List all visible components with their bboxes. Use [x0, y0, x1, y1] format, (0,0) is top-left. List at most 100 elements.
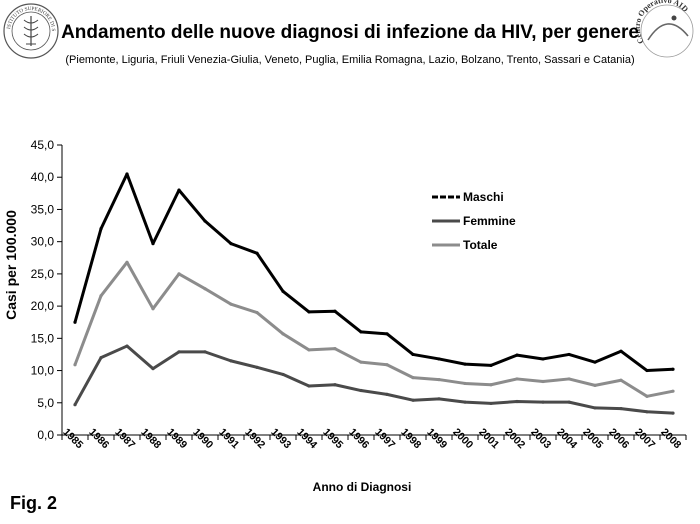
chart-title: Andamento delle nuove diagnosi di infezi… — [61, 22, 639, 43]
data-point-femmine — [229, 359, 233, 363]
data-point-femmine — [333, 383, 337, 387]
data-point-maschi — [645, 368, 649, 373]
data-point-totale — [515, 377, 519, 381]
data-point-femmine — [307, 384, 311, 388]
y-tick-label: 30,0 — [31, 235, 55, 249]
x-tick-label: 1994 — [294, 426, 319, 451]
data-point-femmine — [99, 356, 103, 360]
data-point-totale — [73, 363, 77, 367]
x-tick-label: 1988 — [138, 426, 163, 451]
data-point-femmine — [489, 401, 493, 406]
data-point-totale — [411, 376, 415, 380]
data-point-maschi — [203, 219, 207, 223]
data-point-femmine — [151, 367, 155, 371]
data-point-totale — [671, 389, 675, 393]
x-tick-label: 1990 — [190, 426, 215, 451]
data-point-maschi — [567, 352, 571, 357]
data-point-maschi — [437, 357, 441, 361]
data-point-femmine — [281, 372, 285, 377]
data-point-maschi — [177, 188, 181, 192]
data-point-femmine — [567, 400, 571, 404]
x-tick-label: 1996 — [346, 426, 371, 451]
y-tick-label: 15,0 — [31, 331, 55, 345]
legend-label-totale: Totale — [463, 238, 498, 252]
data-point-femmine — [359, 388, 363, 393]
coa-logo: Centro Operativo AIDS — [636, 0, 694, 58]
x-tick-label: 1997 — [372, 426, 397, 451]
x-tick-label: 1995 — [320, 426, 345, 451]
y-tick-label: 5,0 — [37, 396, 54, 410]
y-tick-label: 40,0 — [31, 170, 55, 184]
data-point-totale — [489, 383, 493, 387]
y-tick-label: 35,0 — [31, 202, 55, 216]
data-point-maschi — [593, 360, 597, 364]
data-point-femmine — [125, 344, 129, 348]
data-point-femmine — [541, 400, 545, 404]
data-point-totale — [281, 332, 285, 336]
data-point-totale — [151, 307, 155, 311]
data-point-femmine — [593, 406, 597, 410]
data-point-totale — [203, 287, 207, 291]
series-line-maschi — [73, 172, 674, 373]
data-point-maschi — [255, 251, 259, 255]
x-tick-label: 1999 — [424, 426, 449, 451]
x-tick-label: 1987 — [112, 426, 137, 451]
data-point-femmine — [515, 399, 519, 404]
data-point-totale — [567, 377, 571, 381]
series-line-totale — [73, 260, 674, 398]
data-point-totale — [359, 360, 363, 364]
x-tick-label: 2003 — [528, 426, 553, 451]
y-tick-label: 45,0 — [31, 138, 55, 152]
data-point-maschi — [541, 357, 545, 361]
data-point-maschi — [385, 332, 389, 336]
data-point-femmine — [463, 400, 467, 404]
data-point-maschi — [411, 352, 415, 357]
data-point-maschi — [99, 227, 103, 231]
data-point-totale — [645, 394, 649, 398]
x-tick-label: 2000 — [450, 426, 475, 451]
data-point-totale — [307, 348, 311, 352]
x-tick-label: 2006 — [606, 426, 631, 451]
data-point-femmine — [73, 403, 77, 407]
y-tick-label: 25,0 — [31, 267, 55, 281]
x-tick-label: 1985 — [60, 426, 85, 451]
data-point-femmine — [619, 406, 623, 411]
data-point-femmine — [177, 350, 181, 354]
x-tick-label: 1993 — [268, 426, 293, 451]
data-point-totale — [333, 347, 337, 351]
x-tick-label: 2005 — [580, 426, 605, 451]
x-tick-label: 2007 — [632, 426, 657, 451]
data-point-totale — [229, 302, 233, 306]
x-tick-label: 1992 — [242, 426, 267, 451]
y-tick-label: 0,0 — [37, 428, 54, 442]
chart-subtitle: (Piemonte, Liguria, Friuli Venezia-Giuli… — [65, 54, 635, 66]
data-point-totale — [619, 378, 623, 382]
legend-label-femmine: Femmine — [463, 214, 516, 228]
data-point-totale — [541, 379, 545, 384]
data-point-maschi — [307, 310, 311, 314]
data-point-maschi — [125, 172, 129, 176]
data-point-maschi — [333, 309, 337, 313]
data-point-maschi — [515, 353, 519, 357]
x-tick-label: 2001 — [476, 426, 501, 451]
data-point-maschi — [489, 363, 493, 367]
data-point-totale — [125, 260, 129, 264]
data-point-totale — [463, 381, 467, 386]
data-point-maschi — [281, 289, 285, 293]
data-point-femmine — [671, 411, 675, 415]
data-point-femmine — [203, 350, 207, 354]
x-axis-title: Anno di Diagnosi — [313, 480, 412, 494]
series-line-femmine — [73, 344, 674, 415]
x-tick-label: 1986 — [86, 426, 111, 451]
x-tick-label: 1998 — [398, 426, 423, 451]
data-point-maschi — [619, 349, 623, 353]
data-point-maschi — [151, 242, 155, 246]
data-point-totale — [255, 310, 259, 315]
iss-seal-logo: ISTITUTO SUPERIORE DI SANITÀ — [2, 2, 59, 59]
data-point-femmine — [437, 397, 441, 401]
data-point-totale — [99, 294, 103, 298]
y-tick-label: 10,0 — [31, 364, 55, 378]
data-point-totale — [385, 363, 389, 367]
data-point-totale — [593, 383, 597, 387]
